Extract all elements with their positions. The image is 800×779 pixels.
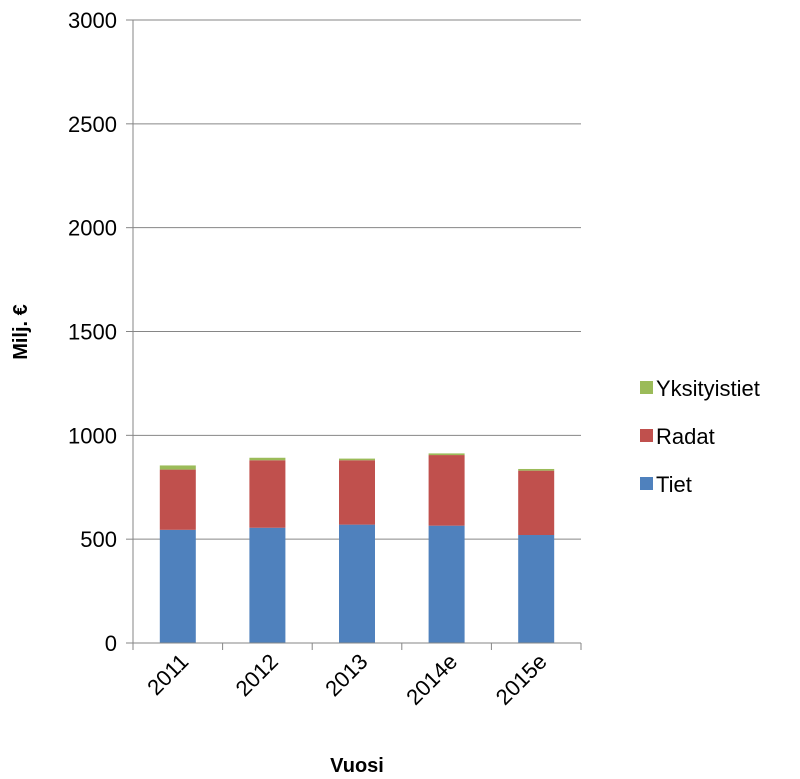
bars	[159, 453, 555, 643]
legend-swatch	[640, 381, 653, 394]
bar-segment-tiet	[428, 525, 465, 643]
legend-label: Radat	[656, 424, 715, 449]
bar-segment-yksityistiet	[518, 468, 555, 471]
bar-segment-radat	[159, 469, 196, 530]
y-tick-label: 3000	[68, 8, 117, 33]
y-tick-label: 1000	[68, 423, 117, 448]
legend-item-radat: Radat	[640, 424, 715, 449]
legend-label: Tiet	[656, 472, 692, 497]
bar-segment-yksityistiet	[428, 453, 465, 456]
y-tick-labels: 0 500 1000 1500 2000 2500 3000	[68, 8, 133, 656]
y-axis-title: Milj. €	[10, 304, 32, 360]
bar-segment-tiet	[339, 524, 375, 643]
legend: Yksityistiet Radat Tiet	[640, 376, 760, 497]
bar-segment-yksityistiet	[159, 465, 196, 470]
x-tick-label: 2014e	[401, 649, 462, 710]
y-tick-label: 1500	[68, 320, 117, 345]
x-tick-label: 2012	[231, 649, 283, 701]
bar-segment-radat	[339, 460, 375, 525]
bar-segment-radat	[249, 460, 286, 528]
bar-segment-tiet	[518, 535, 555, 643]
legend-swatch	[640, 429, 653, 442]
bar-segment-tiet	[249, 527, 286, 643]
legend-item-yksityistiet: Yksityistiet	[640, 376, 760, 401]
legend-label: Yksityistiet	[656, 376, 760, 401]
legend-swatch	[640, 477, 653, 490]
x-tick-labels: 2011 2012 2013 2014e 2015e	[142, 649, 552, 710]
y-tick-label: 500	[80, 527, 117, 552]
bar-segment-tiet	[159, 529, 196, 643]
bar-segment-yksityistiet	[249, 457, 286, 461]
y-tick-label: 0	[105, 631, 117, 656]
bar-segment-radat	[428, 455, 465, 526]
x-axis-title: Vuosi	[330, 755, 384, 777]
legend-item-tiet: Tiet	[640, 472, 692, 497]
bar-segment-yksityistiet	[339, 458, 375, 461]
gridlines	[133, 19, 581, 540]
x-tick-label: 2013	[320, 649, 372, 701]
bar-segment-radat	[518, 470, 555, 536]
y-tick-label: 2000	[68, 216, 117, 241]
x-tick-label: 2015e	[491, 649, 552, 710]
y-tick-label: 2500	[68, 112, 117, 137]
x-tick-label: 2011	[142, 649, 193, 700]
